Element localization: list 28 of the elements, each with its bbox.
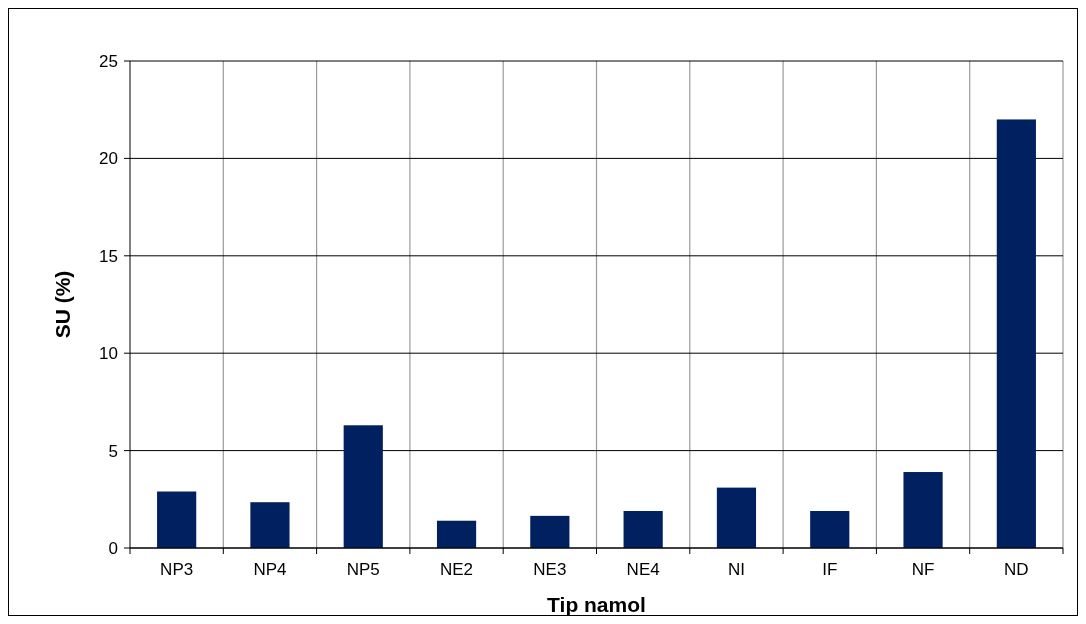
bar xyxy=(996,119,1036,548)
bar xyxy=(716,487,757,548)
y-tick-label: 5 xyxy=(108,441,118,461)
bar xyxy=(250,502,290,548)
x-tick-label: NE4 xyxy=(626,560,660,579)
bar xyxy=(343,425,383,548)
x-tick-label: ND xyxy=(1004,560,1029,579)
x-tick-label: NE2 xyxy=(440,560,474,579)
y-tick-label: 25 xyxy=(99,51,118,71)
bar xyxy=(436,520,477,548)
bar xyxy=(530,515,570,548)
bar xyxy=(157,491,197,548)
bar xyxy=(810,510,850,548)
x-tick-label: NP5 xyxy=(346,560,380,579)
x-tick-label: NI xyxy=(727,560,745,579)
y-tick-label: 0 xyxy=(108,538,118,558)
y-axis-title: SU (%) xyxy=(51,270,74,339)
y-tick-label: 15 xyxy=(99,246,118,266)
x-tick-label: NE3 xyxy=(533,560,567,579)
x-tick-label: NP3 xyxy=(160,560,194,579)
bar xyxy=(623,510,663,548)
y-tick-label: 20 xyxy=(99,149,118,169)
bar xyxy=(903,472,943,548)
y-tick-label: 10 xyxy=(99,344,118,364)
x-tick-label: IF xyxy=(822,560,838,579)
x-tick-label: NP4 xyxy=(253,560,287,579)
x-axis-title: Tip namol xyxy=(547,593,646,616)
x-tick-label: NF xyxy=(911,560,935,579)
